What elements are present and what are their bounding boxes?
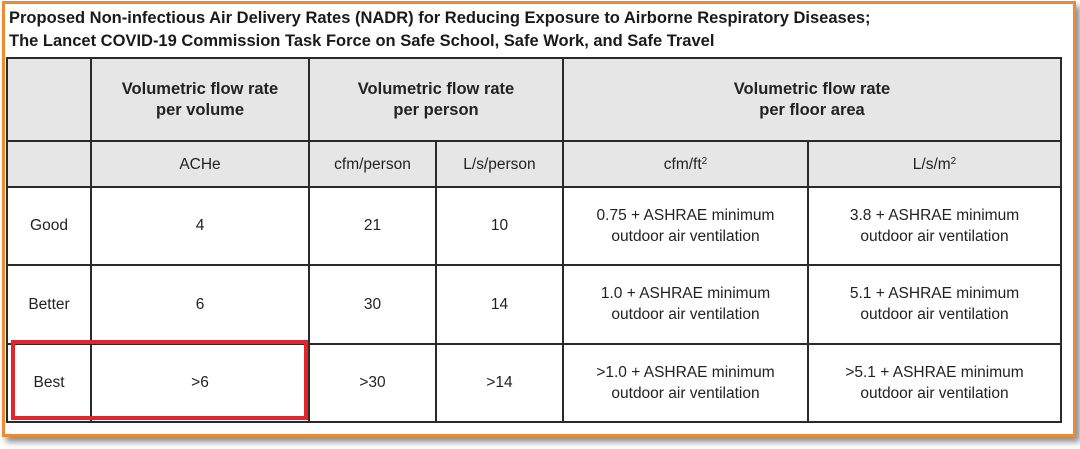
cell-ache: 4 [90, 185, 310, 267]
unit-cfm-ft2-exponent: 2 [701, 155, 708, 167]
header-per-volume: Volumetric flow rate per volume [90, 56, 310, 143]
cell-ls-m2-text: 3.8 + ASHRAE minimum outdoor air ventila… [849, 206, 1020, 245]
unit-ache: ACHe [90, 140, 310, 188]
cell-ls-m2: 5.1 + ASHRAE minimum outdoor air ventila… [807, 264, 1062, 345]
unit-ls-m2-exponent: 2 [950, 155, 957, 167]
cell-ls-person: 10 [435, 185, 564, 267]
unit-cfm-ft2-base: cfm/ft [663, 155, 702, 173]
cell-cfm-ft2: 1.0 + ASHRAE minimum outdoor air ventila… [562, 264, 809, 345]
unit-ls-m2: L/s/m2 [807, 140, 1062, 188]
cell-cfm-person: 30 [308, 264, 437, 345]
cell-cfm-ft2: >1.0 + ASHRAE minimum outdoor air ventil… [562, 342, 809, 424]
cell-ls-m2-text: 5.1 + ASHRAE minimum outdoor air ventila… [849, 285, 1020, 324]
cell-ls-m2: 3.8 + ASHRAE minimum outdoor air ventila… [807, 185, 1062, 267]
cell-ls-person: >14 [435, 342, 564, 424]
cell-ls-person: 14 [435, 264, 564, 345]
cell-cfm-person: 21 [308, 185, 437, 267]
unit-ls-m2-base: L/s/m [912, 155, 951, 173]
document-title: Proposed Non-infectious Air Delivery Rat… [9, 7, 1069, 53]
cell-ache: 6 [90, 264, 310, 345]
cell-ache: >6 [90, 342, 310, 424]
cell-cfm-ft2-text: >1.0 + ASHRAE minimum outdoor air ventil… [596, 363, 775, 402]
row-label-best: Best [6, 342, 92, 424]
header-row: Volumetric flow rate per volume Volumetr… [6, 56, 1062, 143]
cell-cfm-ft2-text: 0.75 + ASHRAE minimum outdoor air ventil… [596, 206, 775, 245]
table-row-better: Better 6 30 14 1.0 + ASHRAE minimum outd… [6, 264, 1062, 345]
unit-ls-person: L/s/person [435, 140, 564, 188]
table-row-good: Good 4 21 10 0.75 + ASHRAE minimum outdo… [6, 185, 1062, 267]
cell-ls-m2-text: >5.1 + ASHRAE minimum outdoor air ventil… [845, 363, 1024, 402]
header-per-floor-area: Volumetric flow rate per floor area [562, 56, 1062, 143]
title-line-1: Proposed Non-infectious Air Delivery Rat… [9, 9, 871, 27]
empty-corner-cell [6, 56, 92, 143]
title-line-2: The Lancet COVID-19 Commission Task Forc… [9, 32, 715, 50]
header-per-person: Volumetric flow rate per person [308, 56, 564, 143]
header-per-volume-label: Volumetric flow rate per volume [121, 79, 279, 119]
row-label-good: Good [6, 185, 92, 267]
header-per-floor-area-label: Volumetric flow rate per floor area [733, 79, 891, 119]
table-row-best: Best >6 >30 >14 >1.0 + ASHRAE minimum ou… [6, 342, 1062, 424]
units-empty-cell [6, 140, 92, 188]
nadr-table: Volumetric flow rate per volume Volumetr… [6, 56, 1062, 424]
unit-cfm-ft2: cfm/ft2 [562, 140, 809, 188]
cell-ls-m2: >5.1 + ASHRAE minimum outdoor air ventil… [807, 342, 1062, 424]
cell-cfm-ft2-text: 1.0 + ASHRAE minimum outdoor air ventila… [600, 285, 771, 324]
row-label-better: Better [6, 264, 92, 345]
header-per-person-label: Volumetric flow rate per person [357, 79, 515, 119]
cell-cfm-person: >30 [308, 342, 437, 424]
unit-cfm-person: cfm/person [308, 140, 437, 188]
units-row: ACHe cfm/person L/s/person cfm/ft2 L/s/m… [6, 140, 1062, 188]
cell-cfm-ft2: 0.75 + ASHRAE minimum outdoor air ventil… [562, 185, 809, 267]
